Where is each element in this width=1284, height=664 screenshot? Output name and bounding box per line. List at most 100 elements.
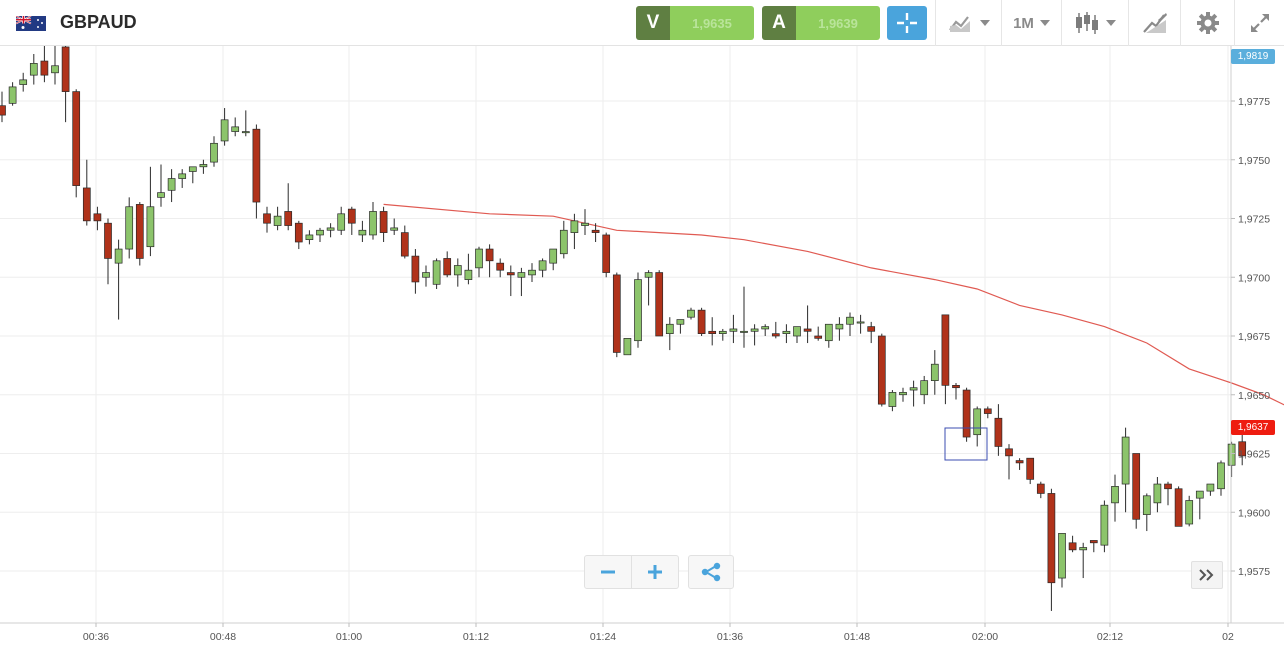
candle[interactable] [294,220,303,250]
candle[interactable] [146,166,155,257]
candle[interactable] [1174,486,1183,527]
candle[interactable] [1100,500,1109,553]
candle[interactable] [793,326,801,344]
candle[interactable] [61,42,70,123]
candle[interactable] [1164,481,1172,506]
candle[interactable] [973,406,982,447]
candle[interactable] [1089,540,1098,553]
candle[interactable] [1217,460,1225,496]
candle[interactable] [1195,490,1204,520]
sell-button[interactable]: V 1,9635 [636,6,754,40]
candle[interactable] [814,326,823,341]
candle[interactable] [644,270,653,306]
candle[interactable] [549,248,558,271]
candle[interactable] [761,324,770,336]
candle[interactable] [538,258,547,278]
candle[interactable] [867,321,876,344]
candle[interactable] [665,317,674,351]
candle[interactable] [623,338,632,356]
candle[interactable] [167,169,176,203]
candle[interactable] [655,270,664,337]
candle[interactable] [231,117,240,137]
candle[interactable] [1047,488,1056,611]
candle[interactable] [1206,483,1215,496]
candle[interactable] [1036,481,1045,499]
candle[interactable] [1058,533,1066,588]
candle[interactable] [496,258,505,278]
candle[interactable] [920,375,929,405]
candle[interactable] [888,390,897,412]
candle[interactable] [241,110,250,137]
scroll-to-latest-button[interactable] [1191,561,1223,589]
candle[interactable] [188,166,197,184]
candle[interactable] [358,220,367,242]
candle[interactable] [104,218,112,285]
candle[interactable] [1185,495,1194,527]
candle[interactable] [432,258,441,289]
candle[interactable] [252,124,261,219]
candle[interactable] [1121,427,1130,513]
candle[interactable] [856,314,865,334]
candle[interactable] [284,183,293,231]
candle[interactable] [220,108,229,146]
candle[interactable] [1005,444,1013,480]
candle[interactable] [125,197,134,259]
candle[interactable] [824,323,833,348]
candle[interactable] [326,223,335,238]
price-chart[interactable]: 1,9775 1,9750 1,9725 1,9700 1,9675 1,9650 1,96… [0,39,1284,659]
candle[interactable] [316,227,324,242]
candle[interactable] [941,314,950,405]
fullscreen-button[interactable] [1234,0,1284,46]
candle[interactable] [82,159,91,226]
candle[interactable] [602,232,611,278]
share-button[interactable] [688,555,734,589]
candle[interactable] [697,307,706,336]
candle[interactable] [51,42,59,85]
candle[interactable] [570,213,579,250]
candle[interactable] [591,223,600,242]
chart-type-dropdown[interactable] [935,0,1001,46]
candle[interactable] [93,206,102,231]
candle[interactable] [771,321,780,339]
candle[interactable] [369,202,377,240]
candle[interactable] [1142,493,1151,532]
candle[interactable] [877,333,886,407]
candle[interactable] [114,239,123,320]
candle[interactable] [803,305,812,344]
candle[interactable] [930,350,939,395]
candle[interactable] [517,267,526,297]
candle[interactable] [422,265,430,287]
candle[interactable] [506,265,515,297]
candle[interactable] [1026,457,1035,485]
candle[interactable] [199,159,208,174]
candle[interactable] [19,72,28,92]
candle[interactable] [210,136,218,167]
candle[interactable] [347,206,356,235]
candle[interactable] [909,380,918,407]
candle[interactable] [464,253,473,285]
candle[interactable] [1227,441,1236,477]
candle[interactable] [273,206,282,231]
candle[interactable] [443,251,452,278]
candle[interactable] [718,328,727,341]
candle[interactable] [740,286,748,348]
settings-button[interactable] [1180,0,1234,46]
candle[interactable] [1111,474,1119,522]
candle[interactable] [1079,542,1088,579]
candle[interactable] [1132,453,1141,529]
drawing-tools-button[interactable] [1128,0,1180,46]
candle[interactable] [1238,434,1247,466]
crosshair-button[interactable] [887,6,927,40]
candle[interactable] [835,317,844,341]
candle[interactable] [782,324,791,344]
candle[interactable] [1153,477,1162,513]
candle[interactable] [687,307,695,320]
candle[interactable] [528,263,536,282]
candle[interactable] [178,169,187,188]
candle[interactable] [1015,458,1024,470]
candle[interactable] [983,406,992,419]
timeframe-dropdown[interactable]: 1M [1001,0,1061,46]
candle[interactable] [337,206,346,235]
candle[interactable] [379,206,388,242]
candle[interactable] [581,209,589,235]
